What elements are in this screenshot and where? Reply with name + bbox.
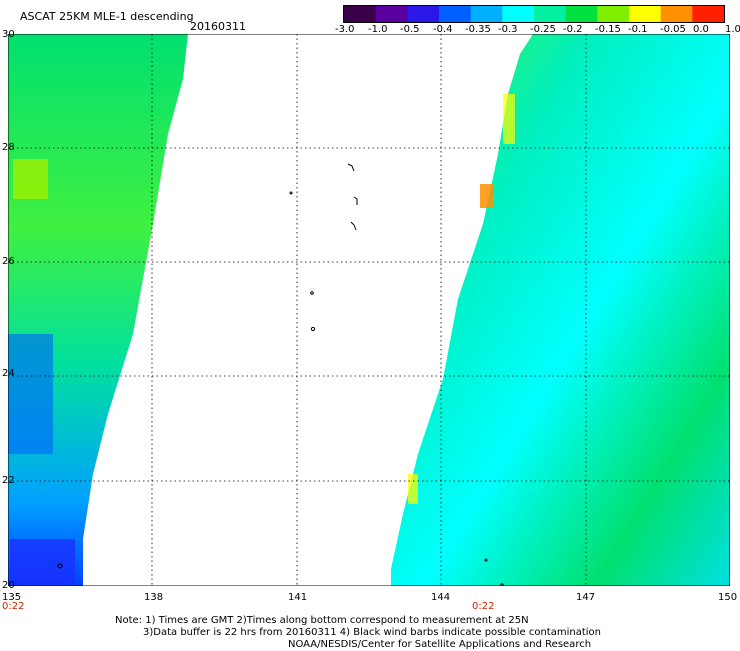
swath-map [8,34,730,586]
colorbar-swatch [344,6,377,22]
colorbar-tick-label: -0.05 [660,24,686,35]
pass-time-left: 0:22 [2,601,25,612]
colorbar-tick-label: -0.2 [563,24,583,35]
footnote: Note: 1) Times are GMT 2)Times along bot… [115,615,601,651]
lat-label-22: 22 [2,475,15,486]
swath-right-patch-orange [480,184,494,208]
colorbar-tick-label: -1.0 [368,24,388,35]
colorbar-swatch [629,6,662,22]
colorbar-swatch [565,6,598,22]
lat-label-24: 24 [2,368,15,379]
lon-label-135: 135 [2,592,22,603]
lon-label-144: 144 [431,592,451,603]
colorbar-tick-label: -0.15 [595,24,621,35]
swath-right-patch-yellow [503,94,515,144]
lat-label-26: 26 [2,256,15,267]
map-date: 20160311 [190,20,246,33]
colorbar-tick-label: 1.0 [725,24,740,35]
lon-label-150: 150 [718,592,738,603]
colorbar-swatch [439,6,472,22]
map-title: ASCAT 25KM MLE-1 descending [20,10,194,23]
swath-left-patch-yellow [13,159,48,199]
lon-label-141: 141 [288,592,308,603]
colorbar-tick-label: -3.0 [335,24,355,35]
colorbar-swatch [597,6,630,22]
colorbar-swatch [534,6,567,22]
lat-label-28: 28 [2,142,15,153]
lon-label-138: 138 [144,592,164,603]
colorbar-swatch [375,6,408,22]
island-outlines [57,163,504,586]
colorbar-labels: -3.0 -1.0 -0.5 -0.4 -0.35 -0.3 -0.25 -0.2 -0.15-… [335,24,740,36]
colorbar-tick-label: -0.4 [433,24,453,35]
swath-left-patch-deepblue [10,539,75,586]
lat-label-20: 20 [2,580,15,591]
colorbar-tick-label: 0.0 [693,24,709,35]
swath-right-patch-yellow-2 [408,474,418,504]
footnote-line-3: NOAA/NESDIS/Center for Satellite Applica… [288,639,592,650]
lon-label-147: 147 [576,592,596,603]
colorbar-swatch [470,6,503,22]
colorbar-swatch [502,6,535,22]
pass-time-right: 0:22 [472,601,495,612]
swath-left-patch-blue [8,334,53,454]
colorbar-swatch [407,6,440,22]
colorbar-swatch [692,6,724,22]
colorbar-tick-label: -0.25 [530,24,556,35]
footnote-line-2: 3)Data buffer is 22 hrs from 20160311 4)… [143,627,601,638]
colorbar-tick-label: -0.1 [628,24,648,35]
swath-right [391,34,730,586]
lat-lon-grid [8,34,730,586]
lat-label-30: 30 [2,29,15,40]
footnote-line-1: Note: 1) Times are GMT 2)Times along bot… [115,615,529,626]
colorbar [343,5,725,23]
colorbar-tick-label: -0.5 [400,24,420,35]
colorbar-tick-label: -0.3 [498,24,518,35]
colorbar-swatch [660,6,693,22]
colorbar-tick-label: -0.35 [465,24,491,35]
